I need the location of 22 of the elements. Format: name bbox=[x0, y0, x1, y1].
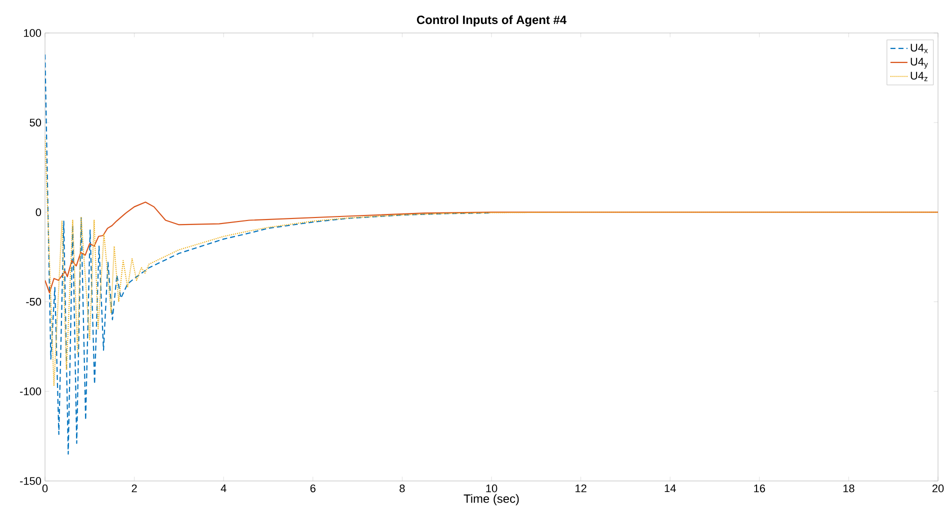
x-tick-label: 14 bbox=[664, 484, 676, 492]
y-tick-label: 100 bbox=[24, 29, 42, 37]
x-tick-label: 2 bbox=[132, 484, 137, 492]
x-tick-label: 4 bbox=[220, 484, 226, 492]
legend-label: U4$_{x}$ bbox=[910, 44, 928, 54]
x-tick-label: 20 bbox=[932, 484, 944, 492]
y-tick-label: 0 bbox=[36, 208, 42, 216]
x-tick-label: 0 bbox=[42, 484, 48, 492]
y-tick-label: 50 bbox=[30, 118, 42, 126]
x-axis-title: Time (sec) bbox=[464, 494, 519, 506]
x-tick-label: 16 bbox=[754, 484, 766, 492]
x-tick-label: 10 bbox=[486, 484, 498, 492]
y-tick-label: -100 bbox=[20, 388, 42, 396]
legend-label: U4$_{y}$ bbox=[910, 58, 928, 69]
y-tick-label: -50 bbox=[26, 298, 42, 306]
legend-label: U4$_{z}$ bbox=[910, 72, 928, 82]
x-tick-label: 6 bbox=[310, 484, 316, 492]
x-tick-label: 18 bbox=[843, 484, 854, 492]
chart-title: Control Inputs of Agent #4 bbox=[416, 15, 566, 26]
x-tick-label: 12 bbox=[576, 484, 586, 492]
x-tick-label: 8 bbox=[400, 484, 405, 492]
y-tick-label: -150 bbox=[20, 477, 42, 485]
